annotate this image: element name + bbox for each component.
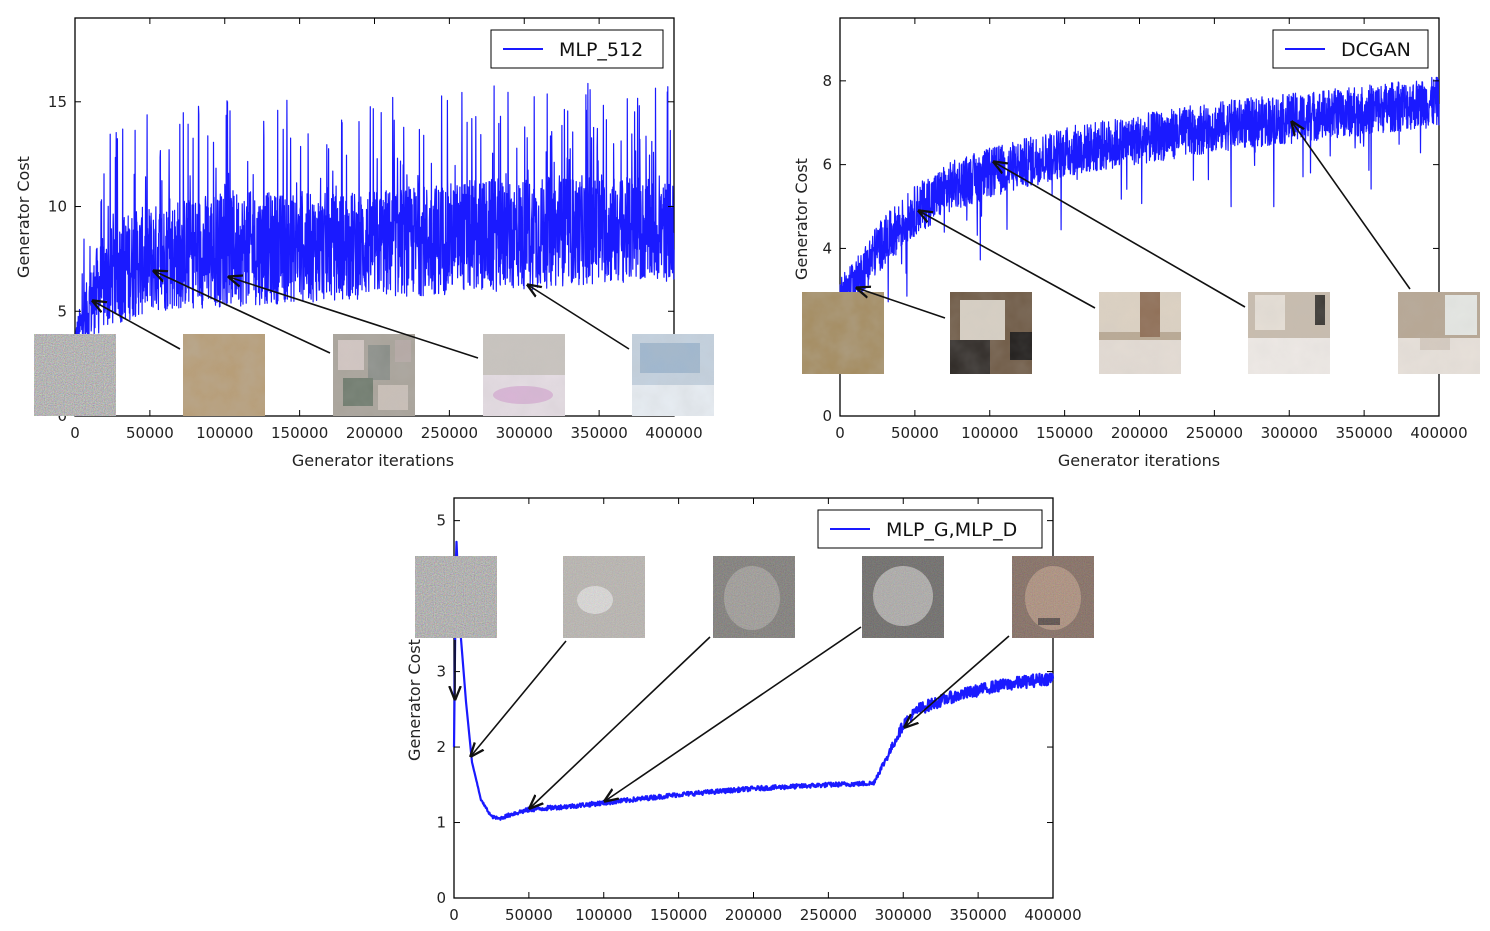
- annotation-arrow: [905, 635, 1010, 727]
- series-mlp512: [74, 82, 675, 353]
- x-tick-label: 50000: [891, 424, 939, 442]
- y-tick-label: 0: [822, 407, 832, 425]
- x-tick-label: 250000: [421, 424, 478, 442]
- sample-pinkwhite-thumbnail: [483, 334, 565, 416]
- sample-blur-thumbnail: [563, 556, 645, 638]
- y-tick-label: 4: [822, 239, 832, 257]
- sample-images: [34, 334, 714, 416]
- sample-bedroom1-thumbnail: [1099, 292, 1181, 374]
- legend-label: MLP_512: [559, 39, 643, 61]
- legend-label: DCGAN: [1341, 39, 1411, 61]
- sample-face3-thumbnail: [1012, 556, 1094, 638]
- sample-face1-thumbnail: [713, 556, 795, 638]
- y-tick-label: 1: [436, 814, 446, 832]
- x-tick-label: 0: [449, 906, 459, 924]
- annotation-arrows: [93, 271, 630, 359]
- y-axis-label: Generator Cost: [14, 156, 33, 278]
- y-tick-label: 8: [822, 72, 832, 90]
- x-tick-label: 300000: [496, 424, 553, 442]
- series-line: [452, 540, 1055, 821]
- annotation-arrow: [528, 285, 630, 350]
- series-line: [839, 76, 1440, 341]
- chart-mlpg-mlpd: 0 50000 100000 150000 200000 250000 300000 3500…: [405, 497, 1094, 924]
- x-tick-label: 150000: [1036, 424, 1093, 442]
- sample-noise-thumbnail: [415, 556, 497, 638]
- sample-face2-thumbnail: [862, 556, 944, 638]
- sample-bluewhite-thumbnail: [632, 334, 714, 416]
- annotation-arrow: [857, 288, 946, 319]
- y-tick-label: 0: [436, 889, 446, 907]
- sample-images: [802, 292, 1480, 374]
- x-tick-label: 150000: [271, 424, 328, 442]
- x-tick-label: 200000: [1111, 424, 1168, 442]
- annotation-arrow: [605, 626, 862, 801]
- x-axis-label: Generator iterations: [292, 451, 454, 470]
- sample-images: [415, 556, 1094, 638]
- annotation-arrow: [919, 211, 1096, 309]
- sample-bedroom2-thumbnail: [1248, 292, 1330, 374]
- x-tick-label: 100000: [196, 424, 253, 442]
- annotation-arrow: [994, 162, 1246, 308]
- annotation-arrows: [455, 626, 1010, 808]
- x-tick-label: 350000: [1335, 424, 1392, 442]
- annotation-arrows: [857, 122, 1411, 319]
- x-tick-label: 100000: [575, 906, 632, 924]
- x-tick-label: 50000: [126, 424, 174, 442]
- y-tick-label: 2: [436, 738, 446, 756]
- x-tick-label: 250000: [800, 906, 857, 924]
- y-tick-label: 10: [48, 198, 67, 216]
- sample-beige-thumbnail: [183, 334, 265, 416]
- annotation-arrow: [229, 277, 479, 359]
- x-tick-label: 250000: [1186, 424, 1243, 442]
- sample-beige-thumbnail: [802, 292, 884, 374]
- annotation-arrow: [1292, 122, 1411, 290]
- legend: DCGAN: [1272, 29, 1429, 69]
- sample-bedroom3-thumbnail: [1398, 292, 1480, 374]
- x-axis-label: Generator iterations: [1058, 451, 1220, 470]
- series-mlpg-mlpd: [452, 540, 1055, 821]
- y-tick-label: 5: [57, 302, 67, 320]
- x-tick-label: 300000: [1261, 424, 1318, 442]
- y-tick-label: 15: [48, 93, 67, 111]
- x-tick-label: 0: [70, 424, 80, 442]
- sample-patchy-thumbnail: [333, 334, 415, 416]
- x-tick-label: 0: [835, 424, 845, 442]
- y-tick-label: 3: [436, 663, 446, 681]
- annotation-arrow: [154, 271, 331, 354]
- chart-dcgan: 0 50000 100000 150000 200000 250000 300000 3500…: [792, 17, 1480, 470]
- y-tick-label: 5: [436, 512, 446, 530]
- x-tick-label: 200000: [346, 424, 403, 442]
- x-tick-label: 300000: [875, 906, 932, 924]
- sample-noise-thumbnail: [34, 334, 116, 416]
- series-dcgan: [839, 76, 1440, 341]
- annotation-arrow: [93, 301, 181, 350]
- y-axis-label: Generator Cost: [792, 158, 811, 280]
- legend: MLP_512: [490, 29, 664, 69]
- x-tick-label: 50000: [505, 906, 553, 924]
- x-tick-label: 200000: [725, 906, 782, 924]
- x-tick-label: 350000: [949, 906, 1006, 924]
- annotation-arrow: [530, 636, 711, 808]
- x-tick-label: 400000: [1024, 906, 1081, 924]
- y-axis-label: Generator Cost: [405, 639, 424, 761]
- x-tick-label: 400000: [645, 424, 702, 442]
- x-tick-label: 150000: [650, 906, 707, 924]
- chart-mlp512: 0 50000 100000 150000 200000 250000 300000 3500…: [14, 17, 714, 470]
- legend-label: MLP_G,MLP_D: [886, 519, 1017, 541]
- annotation-arrow: [471, 640, 567, 756]
- x-tick-label: 100000: [961, 424, 1018, 442]
- series-line: [74, 82, 675, 353]
- sample-brown-thumbnail: [950, 292, 1032, 374]
- legend: MLP_G,MLP_D: [817, 509, 1043, 549]
- y-tick-label: 6: [822, 156, 832, 174]
- x-tick-label: 400000: [1410, 424, 1467, 442]
- x-tick-label: 350000: [570, 424, 627, 442]
